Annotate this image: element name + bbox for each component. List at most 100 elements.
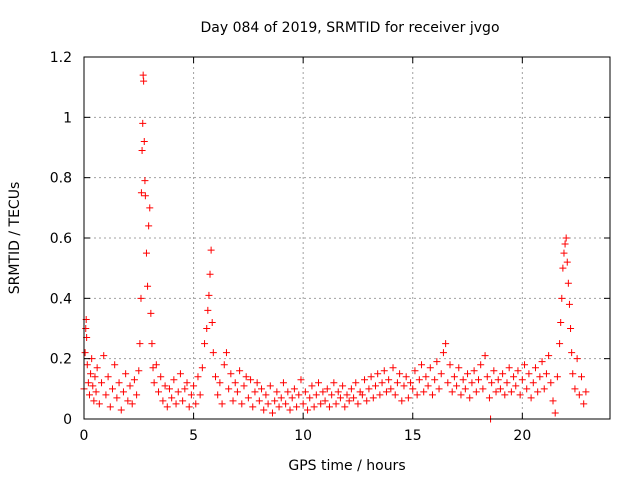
data-point	[83, 361, 91, 369]
data-point	[343, 391, 351, 399]
data-point	[233, 388, 241, 396]
data-point	[108, 385, 116, 393]
data-point	[457, 391, 465, 399]
data-point	[563, 258, 571, 266]
data-point	[503, 379, 511, 387]
data-point	[358, 391, 366, 399]
data-point	[206, 270, 214, 278]
data-point	[376, 391, 384, 399]
plot-frame	[83, 56, 611, 420]
data-point	[560, 249, 568, 257]
data-point	[365, 385, 373, 393]
data-point	[347, 385, 355, 393]
data-point	[404, 394, 412, 402]
y-tick-label: 0.8	[50, 171, 72, 187]
data-point	[556, 340, 564, 348]
data-point	[208, 318, 216, 326]
data-point	[93, 364, 101, 372]
data-point	[325, 403, 333, 411]
data-point	[258, 385, 266, 393]
data-point	[111, 361, 119, 369]
data-point	[485, 394, 493, 402]
data-point	[124, 397, 132, 405]
data-point	[422, 373, 430, 381]
data-point	[115, 379, 123, 387]
data-point	[192, 400, 200, 408]
x-tick-label: 20	[513, 428, 531, 444]
data-point	[159, 397, 167, 405]
data-point	[455, 364, 463, 372]
data-point	[89, 382, 97, 390]
data-point	[295, 391, 303, 399]
data-point	[315, 379, 323, 387]
data-point	[411, 367, 419, 375]
data-point	[179, 397, 187, 405]
data-point	[578, 373, 586, 381]
data-point	[542, 370, 550, 378]
data-point	[155, 388, 163, 396]
data-point	[201, 340, 209, 348]
data-point	[350, 394, 358, 402]
data-point	[369, 394, 377, 402]
data-point	[190, 382, 198, 390]
data-point	[194, 373, 202, 381]
data-point	[141, 177, 149, 185]
data-point	[431, 376, 439, 384]
data-point	[310, 403, 318, 411]
data-point	[536, 373, 544, 381]
data-point	[242, 373, 250, 381]
data-point	[402, 373, 410, 381]
data-point	[306, 394, 314, 402]
y-tick-label: 1.2	[50, 50, 72, 66]
data-point	[459, 376, 467, 384]
data-point	[128, 400, 136, 408]
data-point	[268, 409, 276, 417]
data-point	[236, 367, 244, 375]
data-point	[150, 379, 158, 387]
data-point	[238, 400, 246, 408]
data-point	[82, 325, 90, 332]
data-point	[319, 388, 327, 396]
data-point	[461, 385, 469, 393]
data-point	[547, 379, 555, 387]
y-tick-label: 0.4	[50, 291, 72, 307]
data-point	[420, 388, 428, 396]
data-point	[205, 291, 213, 299]
data-point	[378, 379, 386, 387]
x-tick-label: 10	[294, 428, 312, 444]
data-point	[146, 204, 154, 212]
data-point	[136, 340, 144, 348]
data-point	[139, 119, 147, 127]
data-point	[424, 382, 432, 390]
data-point	[330, 379, 338, 387]
data-point	[299, 400, 307, 408]
data-point	[435, 385, 443, 393]
data-point	[290, 385, 298, 393]
data-point	[488, 379, 496, 387]
data-point	[106, 403, 114, 411]
data-point	[304, 406, 312, 414]
data-point	[198, 364, 206, 372]
data-point	[275, 403, 283, 411]
data-point	[426, 364, 434, 372]
data-point	[152, 361, 160, 369]
data-point	[147, 309, 155, 317]
data-point	[341, 403, 349, 411]
data-point	[255, 397, 263, 405]
data-point	[163, 403, 171, 411]
data-point	[475, 376, 482, 384]
x-tick-label: 5	[189, 428, 198, 444]
data-point	[145, 222, 153, 230]
data-point	[499, 370, 507, 378]
data-point	[227, 370, 235, 378]
data-point	[389, 364, 397, 372]
data-point	[561, 240, 569, 248]
data-point	[569, 370, 577, 378]
data-point	[273, 388, 281, 396]
data-point	[126, 382, 134, 390]
data-point	[253, 379, 261, 387]
data-point	[446, 361, 454, 369]
data-point	[387, 385, 395, 393]
data-point	[308, 382, 316, 390]
